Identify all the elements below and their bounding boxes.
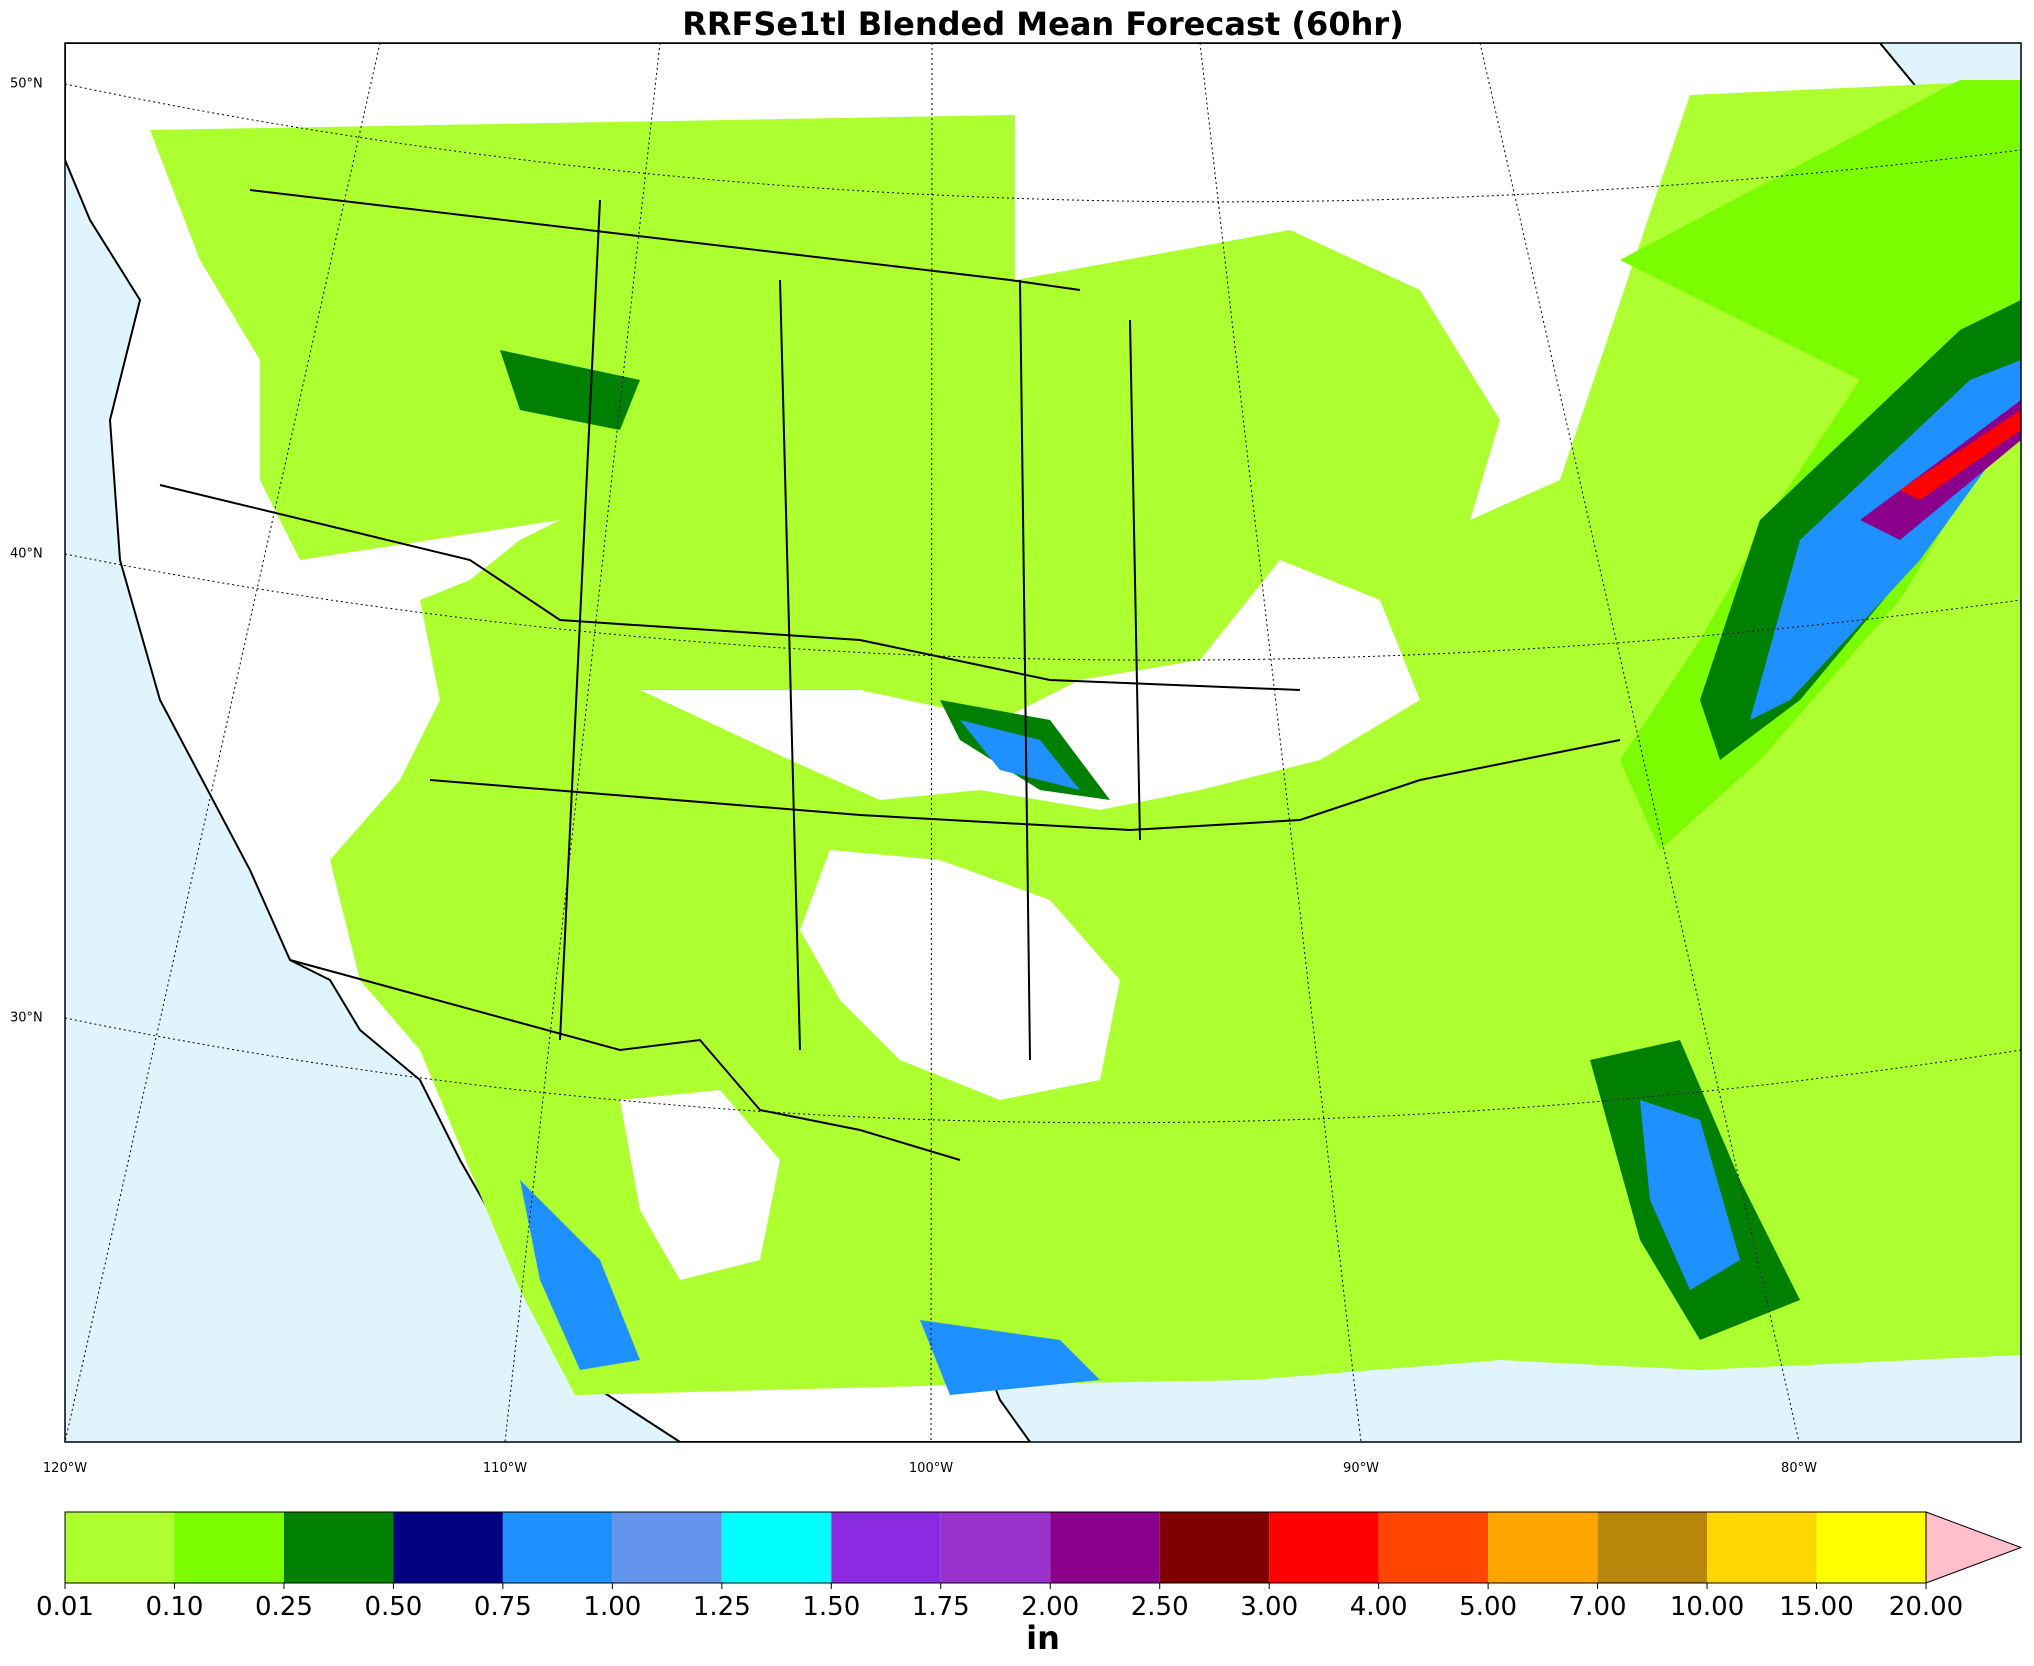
colorbar-segment xyxy=(1597,1512,1708,1583)
colorbar-tick-label: 2.00 xyxy=(1021,1592,1079,1622)
colorbar-tick-label: 3.00 xyxy=(1240,1592,1298,1622)
colorbar-tick-label: 20.00 xyxy=(1889,1592,1963,1622)
lon-label: 110°W xyxy=(483,1461,527,1476)
colorbar-extend xyxy=(1925,1511,2023,1584)
colorbar-tick-label: 1.75 xyxy=(912,1592,970,1622)
colorbar-segment xyxy=(502,1512,613,1583)
precip-core xyxy=(1900,410,2021,500)
parallel xyxy=(65,1017,2021,1124)
title: RRFSe1tl Blended Mean Forecast (60hr) xyxy=(682,5,1404,43)
lat-label: 30°N xyxy=(10,1011,43,1026)
colorbar-unit: in xyxy=(1026,1619,1060,1657)
colorbar-tick-label: 0.25 xyxy=(255,1592,313,1622)
border xyxy=(159,484,1301,691)
border xyxy=(249,189,1081,291)
dry-area xyxy=(640,560,1420,810)
colorbar-tick-label: 0.50 xyxy=(364,1592,422,1622)
colorbar-tick-label: 0.01 xyxy=(36,1592,94,1622)
border xyxy=(289,959,961,1161)
colorbar-segment xyxy=(1378,1512,1489,1583)
colorbar: 0.01 0.10 0.25 0.50 0.75 1.00 1.25 1.50 1.75 2.00… xyxy=(36,1511,2023,1622)
border xyxy=(559,199,1141,1061)
meridian xyxy=(65,43,381,1442)
state-borders xyxy=(159,189,1621,1161)
colorbar-segment xyxy=(1707,1512,1817,1583)
precip-band xyxy=(920,1320,1100,1395)
map xyxy=(65,43,2021,1442)
colorbar-segment xyxy=(1816,1512,1926,1583)
meridian xyxy=(1479,43,1800,1442)
colorbar-segment xyxy=(1488,1512,1598,1583)
lon-label: 80°W xyxy=(1781,1461,1817,1476)
parallel xyxy=(65,83,2021,203)
precip-band xyxy=(1750,360,2021,720)
colorbar-outline xyxy=(64,1511,1927,1584)
precip-band xyxy=(520,1180,640,1370)
meridian xyxy=(930,43,933,1442)
colorbar-segment xyxy=(65,1512,175,1583)
colorbar-segment xyxy=(174,1512,284,1583)
parallel xyxy=(65,553,2021,661)
colorbar-segment xyxy=(612,1512,722,1583)
colorbar-tick-label: 1.00 xyxy=(583,1592,641,1622)
map-frame xyxy=(64,42,2022,1443)
dry-area xyxy=(800,850,1120,1100)
lon-label: 100°W xyxy=(909,1461,953,1476)
dry-area xyxy=(620,1090,780,1280)
precip-band xyxy=(960,720,1080,790)
colorbar-tick-label: 5.00 xyxy=(1459,1592,1517,1622)
colorbar-segment xyxy=(283,1512,394,1583)
graticule xyxy=(65,43,2021,1442)
colorbar-tick-label: 1.25 xyxy=(693,1592,751,1622)
colorbar-segment xyxy=(940,1512,1051,1583)
colorbar-tick-label: 7.00 xyxy=(1569,1592,1627,1622)
lon-label: 90°W xyxy=(1343,1461,1379,1476)
precip-band xyxy=(500,350,640,430)
colorbar-tick-label: 0.75 xyxy=(474,1592,532,1622)
colorbar-tick-label: 4.00 xyxy=(1350,1592,1408,1622)
precip-band xyxy=(1640,1100,1740,1290)
lat-label: 50°N xyxy=(10,77,43,92)
colorbar-segment xyxy=(831,1512,941,1583)
colorbar-segment xyxy=(1269,1512,1379,1583)
colorbar-segment xyxy=(1159,1512,1270,1583)
lat-label: 40°N xyxy=(10,547,43,562)
colorbar-tick-label: 10.00 xyxy=(1670,1592,1744,1622)
colorbar-segment xyxy=(393,1512,503,1583)
colorbar-tick-label: 2.50 xyxy=(1131,1592,1189,1622)
colorbar-tick-label: 1.50 xyxy=(802,1592,860,1622)
lon-label: 120°W xyxy=(43,1461,87,1476)
colorbar-tick-label: 15.00 xyxy=(1779,1592,1853,1622)
border xyxy=(429,739,1621,832)
colorbar-segment xyxy=(1050,1512,1160,1583)
colorbar-segment xyxy=(721,1512,832,1583)
colorbar-tick-label: 0.10 xyxy=(146,1592,204,1622)
